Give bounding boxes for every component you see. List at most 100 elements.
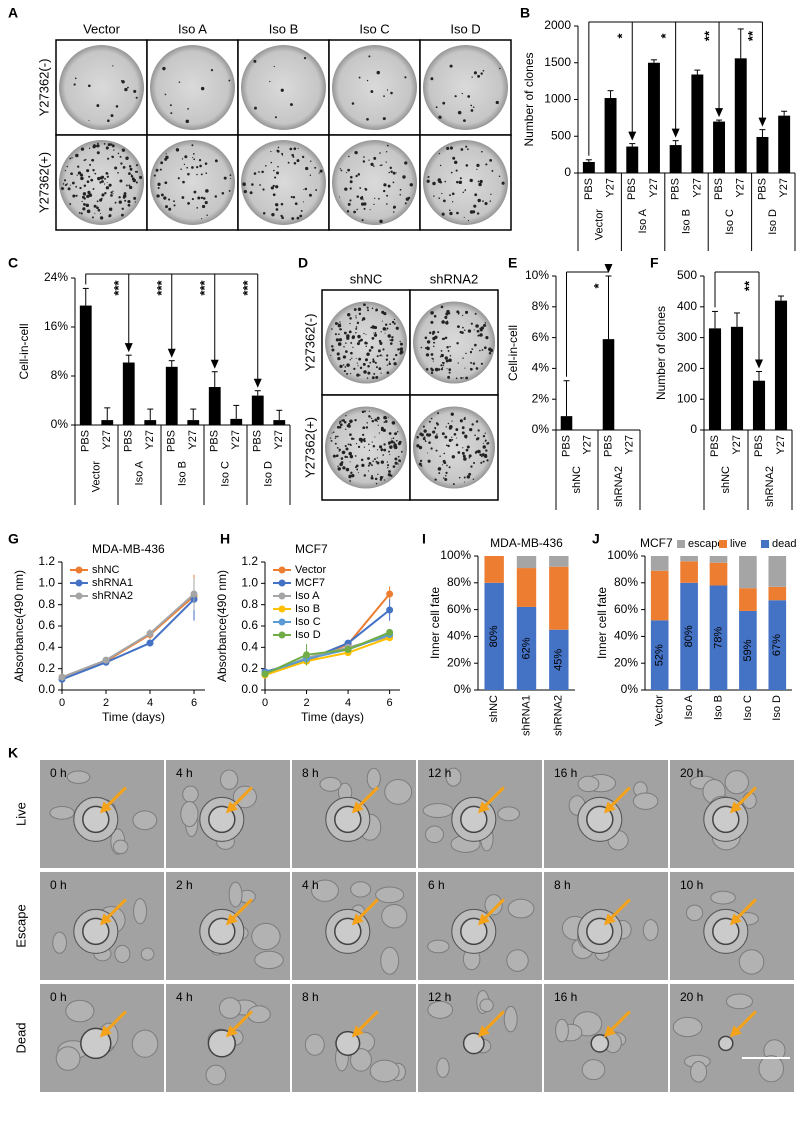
colony <box>440 367 444 371</box>
x-tick-label: Y27 <box>731 435 743 455</box>
colony <box>394 461 398 465</box>
colony <box>103 183 106 185</box>
colony <box>355 357 357 359</box>
colony <box>88 193 93 197</box>
legend-marker <box>278 566 286 574</box>
column-label: shRNA2 <box>430 271 478 286</box>
colony <box>383 95 385 97</box>
colony <box>376 449 379 451</box>
colony <box>426 433 430 437</box>
colony <box>399 188 402 191</box>
colony <box>464 416 466 419</box>
colony <box>380 426 384 430</box>
colony <box>356 342 360 346</box>
colony <box>276 149 279 152</box>
colony <box>314 166 317 169</box>
colony <box>348 451 352 455</box>
bar <box>560 416 573 430</box>
bar <box>730 326 744 430</box>
colony <box>131 177 135 181</box>
colony <box>386 327 389 330</box>
colony <box>340 169 343 172</box>
colony <box>275 208 279 211</box>
colony <box>196 166 199 169</box>
colony <box>371 475 374 478</box>
colony <box>113 149 115 151</box>
colony <box>127 203 131 207</box>
colony <box>480 461 483 464</box>
colony <box>434 478 437 481</box>
colony <box>370 90 374 93</box>
colony <box>262 212 266 215</box>
colony <box>299 214 303 218</box>
colony <box>165 153 167 155</box>
colony <box>448 371 451 374</box>
cell-outline <box>484 894 503 916</box>
arrow-head <box>124 343 133 353</box>
colony <box>470 104 473 107</box>
colony <box>449 209 451 212</box>
colony <box>458 313 460 315</box>
colony <box>376 420 378 422</box>
y-tick-label: 0 <box>690 422 697 436</box>
colony <box>432 430 436 434</box>
colony <box>470 361 473 364</box>
y-tick-label: 6% <box>532 330 550 344</box>
group-label: Vector <box>594 209 606 241</box>
value-label: 80% <box>488 625 500 647</box>
colony <box>360 458 364 462</box>
colony <box>477 449 481 454</box>
colony <box>360 338 363 342</box>
colony <box>339 364 343 369</box>
colony <box>221 191 225 195</box>
colony <box>435 422 439 425</box>
colony <box>484 201 488 206</box>
colony <box>101 193 105 197</box>
colony <box>340 457 344 460</box>
colony <box>362 362 366 366</box>
colony <box>374 436 376 438</box>
colony <box>472 362 476 365</box>
colony <box>482 445 486 449</box>
colony <box>376 457 378 459</box>
cell-outline <box>672 1016 703 1038</box>
point <box>261 670 269 678</box>
colony <box>339 328 342 331</box>
colony <box>477 334 480 337</box>
colony <box>85 203 90 208</box>
colony <box>354 418 357 422</box>
colony <box>392 437 395 440</box>
bar-segment <box>516 568 537 607</box>
colony <box>462 357 464 359</box>
colony <box>300 210 303 212</box>
colony <box>426 346 430 351</box>
colony <box>480 455 483 458</box>
colony <box>191 198 194 201</box>
inner-cell <box>718 1035 734 1052</box>
colony <box>445 312 449 316</box>
colony <box>349 359 351 361</box>
colony <box>379 476 383 480</box>
x-tick-label: 2 <box>103 697 109 709</box>
colony <box>362 433 365 436</box>
colony <box>444 478 448 481</box>
colony <box>373 458 376 461</box>
colony <box>70 184 72 186</box>
y-axis-label: Number of clones <box>654 306 668 400</box>
time-label: 10 h <box>680 878 703 892</box>
time-label: 8 h <box>554 878 571 892</box>
colony <box>379 219 383 224</box>
bar <box>144 420 157 425</box>
colony <box>112 190 114 192</box>
significance: * <box>591 283 606 289</box>
colony <box>422 425 425 428</box>
colony <box>470 322 473 325</box>
bar <box>79 305 92 425</box>
colony <box>420 346 423 349</box>
colony <box>366 79 369 82</box>
colony <box>168 198 171 201</box>
colony <box>269 80 271 83</box>
colony <box>281 154 284 156</box>
colony <box>429 331 432 335</box>
colony <box>362 426 366 430</box>
